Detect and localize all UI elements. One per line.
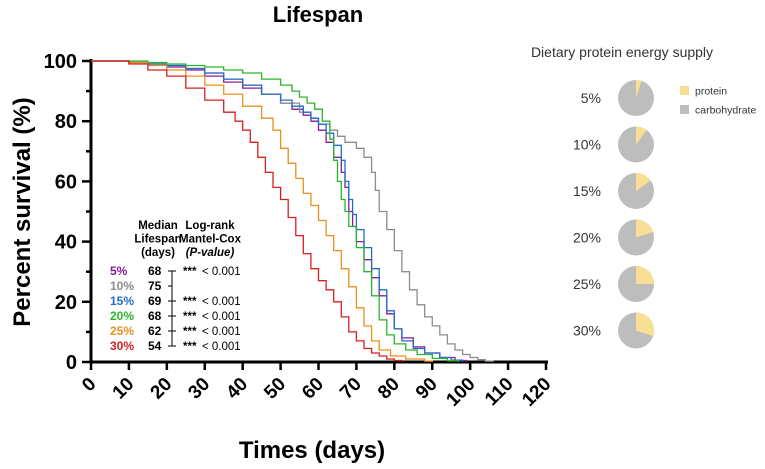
table-significance: *** bbox=[183, 341, 197, 353]
x-tick-label: 30 bbox=[184, 374, 214, 404]
x-tick-label: 70 bbox=[336, 374, 366, 404]
table-median-value: 75 bbox=[148, 279, 162, 293]
pie-protein-slice bbox=[636, 126, 647, 145]
table-header-logrank: Mantel-Cox bbox=[179, 234, 242, 246]
pie-protein-slice bbox=[636, 266, 654, 284]
x-tick-label: 120 bbox=[518, 374, 555, 411]
table-median-value: 54 bbox=[148, 339, 162, 353]
pie-protein-slice bbox=[636, 80, 642, 98]
table-header-logrank: Log-rank bbox=[185, 220, 235, 232]
y-tick-label: 20 bbox=[55, 292, 77, 314]
x-axis-title: Times (days) bbox=[239, 437, 385, 464]
table-group-label: 10% bbox=[110, 279, 134, 293]
pie-protein-slice bbox=[636, 312, 655, 337]
table-pvalue: < 0.001 bbox=[202, 296, 241, 308]
table-header-logrank: (P-value) bbox=[186, 247, 235, 259]
table-group-label: 5% bbox=[110, 264, 128, 278]
survival-curves bbox=[91, 60, 494, 362]
pie-label: 10% bbox=[573, 137, 601, 153]
y-tick-label: 100 bbox=[44, 51, 77, 73]
table-header-median: Lifespan bbox=[134, 234, 181, 246]
y-tick-label: 60 bbox=[55, 171, 77, 193]
pie-legend-swatch bbox=[680, 86, 689, 95]
pie-label: 20% bbox=[573, 230, 601, 246]
table-pvalue: < 0.001 bbox=[202, 341, 241, 353]
pie-label: 5% bbox=[581, 90, 601, 106]
table-significance: *** bbox=[183, 311, 197, 323]
table-median-value: 68 bbox=[148, 264, 162, 278]
table-group-label: 20% bbox=[110, 309, 134, 323]
x-tick-label: 20 bbox=[147, 374, 177, 404]
survival-curve-30pct bbox=[91, 60, 403, 362]
table-median-value: 62 bbox=[148, 324, 162, 338]
x-tick-label: 50 bbox=[260, 374, 290, 404]
x-tick-label: 40 bbox=[222, 374, 252, 404]
table-pvalue: < 0.001 bbox=[202, 326, 241, 338]
x-tick-label: 80 bbox=[374, 374, 404, 404]
pie-label: 25% bbox=[573, 276, 601, 292]
table-group-label: 30% bbox=[110, 339, 134, 353]
table-header-median: (days) bbox=[141, 247, 175, 259]
x-tick-label: 60 bbox=[298, 374, 328, 404]
survival-curve-25pct bbox=[91, 60, 433, 362]
chart-title: Lifespan bbox=[273, 2, 363, 27]
pie-panel-title: Dietary protein energy supply bbox=[531, 44, 713, 60]
pie-legend-swatch bbox=[680, 105, 689, 114]
x-tick-label: 110 bbox=[481, 374, 518, 411]
pie-protein-slice bbox=[636, 219, 654, 238]
y-tick-label: 40 bbox=[55, 232, 77, 254]
survival-curve-20pct bbox=[91, 60, 460, 362]
protein-energy-pies: Dietary protein energy supply 5% 10% 15% 20%… bbox=[531, 44, 756, 349]
table-group-label: 15% bbox=[110, 294, 134, 308]
x-tick-label: 0 bbox=[78, 374, 100, 396]
table-median-value: 68 bbox=[148, 309, 162, 323]
x-tick-label: 90 bbox=[412, 374, 442, 404]
survival-curve-15pct bbox=[91, 60, 464, 362]
table-pvalue: < 0.001 bbox=[202, 311, 241, 323]
table-group-label: 25% bbox=[110, 324, 134, 338]
table-median-value: 69 bbox=[148, 294, 162, 308]
x-tick-label: 10 bbox=[109, 374, 139, 404]
table-header-median: Median bbox=[138, 220, 178, 232]
pie-legend-label: carbohydrate bbox=[695, 105, 756, 117]
y-axis-title: Percent survival (%) bbox=[9, 97, 36, 326]
median-lifespan-table: Median Lifespan(days) Log-rank Mantel-Cox(P… bbox=[110, 220, 242, 353]
pie-protein-slice bbox=[636, 173, 651, 191]
pie-label: 15% bbox=[573, 183, 601, 199]
table-significance: *** bbox=[183, 266, 197, 278]
pie-legend-label: protein bbox=[695, 86, 727, 98]
x-tick-label: 100 bbox=[442, 374, 479, 411]
table-significance: *** bbox=[183, 296, 197, 308]
y-tick-label: 80 bbox=[55, 111, 77, 133]
table-significance: *** bbox=[183, 326, 197, 338]
pie-label: 30% bbox=[573, 323, 601, 339]
table-pvalue: < 0.001 bbox=[202, 266, 241, 278]
y-tick-label: 0 bbox=[66, 352, 77, 374]
